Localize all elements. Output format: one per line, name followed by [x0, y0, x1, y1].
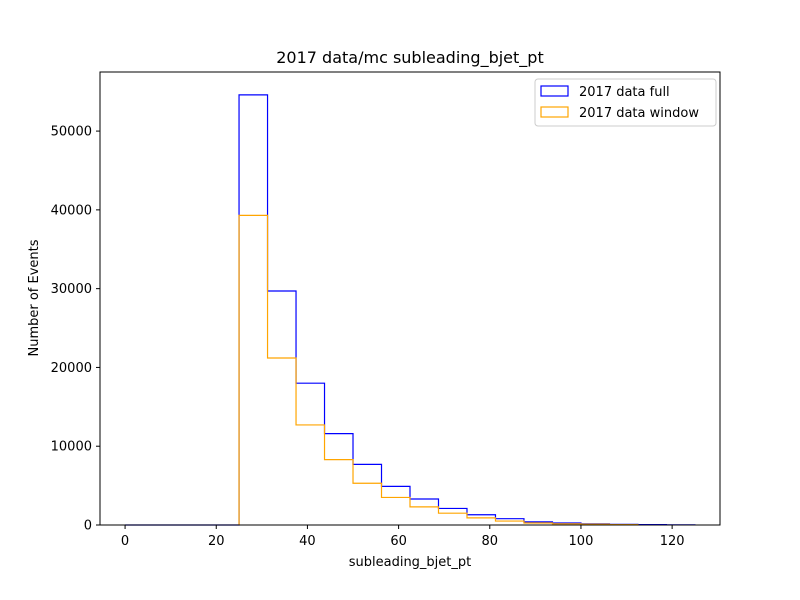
legend-entry-label: 2017 data full	[579, 85, 670, 100]
legend-swatch	[540, 106, 569, 118]
series-layer	[125, 94, 696, 526]
y-tick-label: 20000	[51, 361, 92, 376]
x-tick-label: 100	[569, 534, 594, 549]
x-axis-label: subleading_bjet_pt	[349, 555, 472, 570]
x-axis-ticks: 0 20 40 60 80 100 120	[121, 525, 685, 549]
y-tick-label: 30000	[51, 282, 92, 297]
chart-title: 2017 data/mc subleading_bjet_pt	[276, 48, 543, 68]
y-tick-label: 40000	[51, 203, 92, 218]
legend-entry-label: 2017 data window	[579, 106, 699, 121]
series-1-outline	[238, 214, 639, 526]
y-axis-label: Number of Events	[27, 239, 42, 356]
y-axis-ticks: 0 10000 20000 30000 40000 50000	[51, 125, 100, 534]
x-tick-label: 0	[121, 534, 129, 549]
plot-area	[99, 71, 721, 526]
y-tick-label: 50000	[51, 125, 92, 140]
x-tick-label: 60	[390, 534, 407, 549]
plot-frame	[99, 71, 721, 526]
legend: 2017 data full 2017 data window	[534, 78, 717, 127]
y-tick-label: 0	[84, 519, 92, 534]
legend-swatch	[540, 85, 569, 97]
y-tick-label: 10000	[51, 440, 92, 455]
x-tick-label: 20	[208, 534, 225, 549]
legend-box	[534, 78, 717, 127]
x-tick-label: 80	[482, 534, 499, 549]
x-tick-label: 120	[660, 534, 685, 549]
x-tick-label: 40	[299, 534, 316, 549]
